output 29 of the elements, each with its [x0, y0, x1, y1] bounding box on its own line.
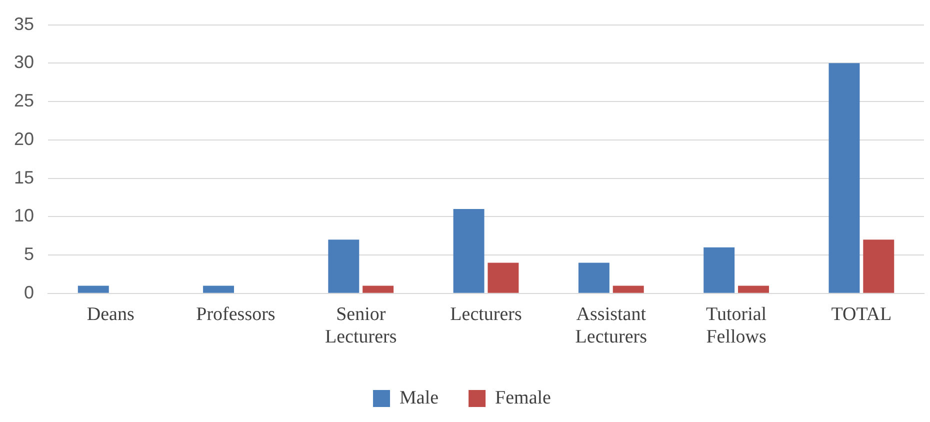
x-tick-label: TOTAL	[831, 304, 892, 325]
x-tick-label: Professors	[196, 304, 276, 325]
bar	[828, 63, 860, 293]
bar	[78, 286, 109, 293]
bar	[612, 286, 644, 293]
x-tick-label: Deans	[86, 304, 134, 325]
y-tick-label: 5	[24, 244, 34, 264]
y-tick-label: 10	[14, 206, 34, 226]
y-tick-label: 20	[14, 128, 34, 149]
x-tick-label: Tutorial Fellows	[706, 304, 767, 348]
x-tick-label: Lecturers	[450, 304, 522, 325]
bar	[738, 286, 769, 293]
legend-label: Female	[495, 387, 551, 408]
bar	[328, 240, 360, 293]
bar	[704, 247, 735, 293]
x-tick-label: Senior Lecturers	[325, 304, 397, 348]
bar	[203, 286, 234, 293]
y-tick-label: 0	[24, 282, 34, 302]
bar	[453, 208, 484, 293]
y-tick-label: 15	[14, 167, 34, 188]
bar	[488, 262, 519, 293]
bar	[863, 240, 894, 293]
y-tick-label: 30	[14, 52, 34, 72]
y-tick-label: 25	[14, 90, 34, 111]
legend-label: Male	[400, 387, 439, 408]
x-tick-label: Assistant Lecturers	[575, 304, 648, 348]
y-tick-label: 35	[14, 14, 34, 34]
bar	[362, 286, 394, 293]
bar	[578, 262, 610, 293]
